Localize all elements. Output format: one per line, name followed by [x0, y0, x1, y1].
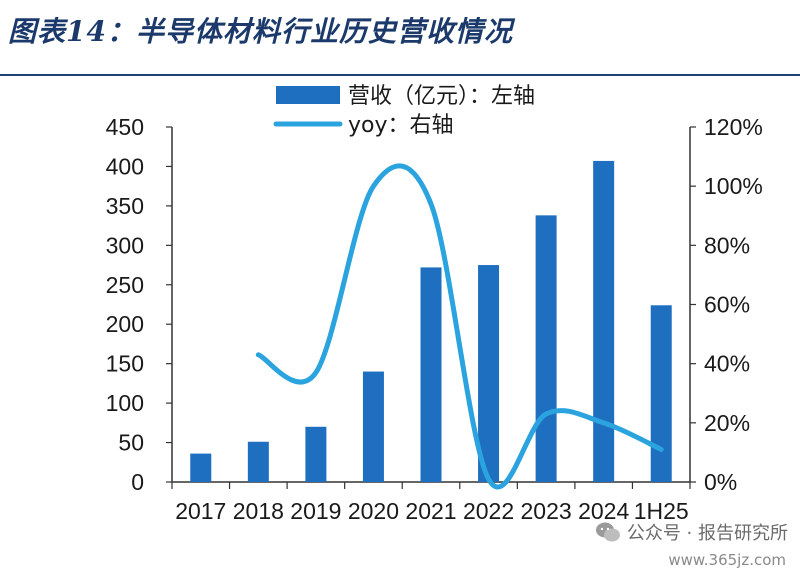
left-tick-label: 50 [118, 430, 144, 456]
left-tick-label: 400 [106, 153, 144, 179]
wechat-icon [595, 522, 620, 542]
right-tick-label: 60% [704, 292, 750, 318]
left-tick-label: 350 [106, 193, 144, 219]
left-tick-label: 200 [106, 311, 144, 337]
line-series [255, 163, 664, 490]
bar [190, 453, 212, 482]
bar [593, 160, 615, 482]
watermark: 公众号 · 报告研究所 [595, 519, 788, 545]
bar [535, 215, 557, 482]
x-tick-label: 2023 [521, 498, 572, 524]
bar [420, 267, 442, 482]
x-tick-label: 2022 [463, 498, 514, 524]
right-tick-label: 100% [704, 173, 763, 199]
left-tick-label: 150 [106, 351, 144, 377]
bar [305, 426, 327, 482]
x-tick-label: 2024 [578, 498, 629, 524]
right-tick-label: 0% [704, 469, 737, 495]
x-tick-label: 2017 [175, 498, 226, 524]
axes: 0 50 100 150 200 250 300 350 400 450 0% 20% 40% 60% 80… [106, 114, 763, 524]
right-tick-label: 20% [704, 410, 750, 436]
left-tick-label: 250 [106, 272, 144, 298]
legend: 营收（亿元）：左轴 yoy：右轴 [273, 84, 535, 138]
left-tick-label: 450 [106, 114, 144, 140]
bar [650, 305, 672, 482]
left-tick-label: 0 [131, 469, 144, 495]
bar [478, 265, 500, 482]
watermark-text: 公众号 · 报告研究所 [626, 523, 788, 544]
left-tick-label: 300 [106, 232, 144, 258]
chart-title: 图表14：半导体材料行业历史营收情况 [8, 15, 513, 48]
right-tick-label: 80% [704, 232, 750, 258]
legend-swatch-bar [276, 86, 340, 104]
right-tick-label: 120% [704, 114, 763, 140]
x-tick-label: 2019 [290, 498, 341, 524]
legend-label-line: yoy：右轴 [348, 113, 454, 138]
bar-series [190, 160, 672, 482]
legend-label-bar: 营收（亿元）：左轴 [348, 84, 535, 109]
yoy-line [255, 163, 664, 490]
x-tick-label: 1H25 [634, 498, 689, 524]
bar [247, 441, 269, 482]
left-tick-label: 100 [106, 390, 144, 416]
right-tick-label: 40% [704, 351, 750, 377]
watermark-site: www.365jz.com [668, 551, 786, 569]
x-tick-label: 2020 [348, 498, 399, 524]
bar [362, 371, 384, 482]
x-tick-label: 2021 [405, 498, 456, 524]
x-tick-label: 2018 [233, 498, 284, 524]
title-divider [0, 74, 800, 76]
